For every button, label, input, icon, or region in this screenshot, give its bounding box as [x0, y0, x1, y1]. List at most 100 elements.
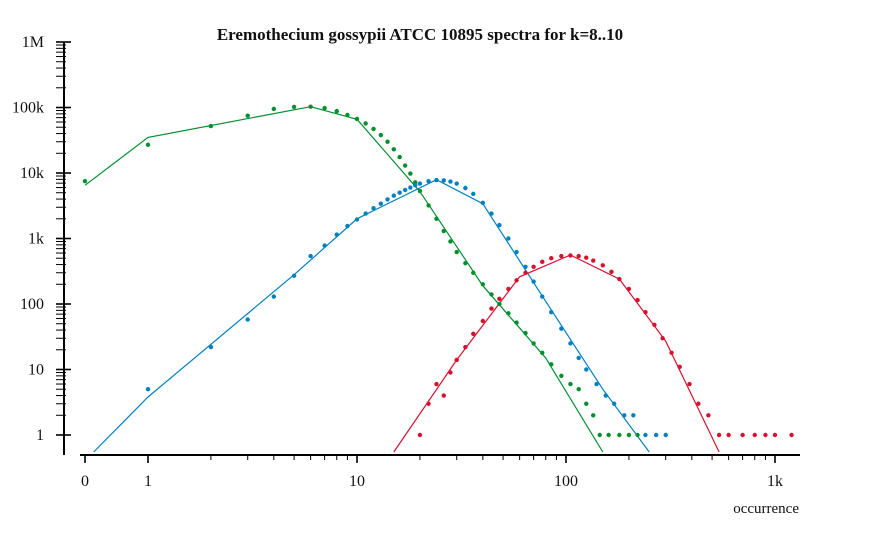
series-3-point — [716, 432, 722, 438]
series-1-fit-line — [84, 106, 604, 453]
series-1-point — [584, 401, 589, 406]
series-3-point — [514, 278, 519, 283]
series-3-point — [626, 286, 632, 292]
series-2-point — [145, 387, 151, 392]
series-3-point — [752, 432, 757, 438]
series-3-point — [763, 432, 768, 438]
series-2-point — [334, 232, 339, 237]
series-2-point — [345, 223, 350, 229]
series-3-point — [426, 401, 431, 406]
series-1-point — [82, 178, 88, 184]
series-3-point — [417, 432, 423, 438]
series-3-point — [506, 286, 511, 292]
series-3-point — [687, 381, 692, 387]
series-3-point — [540, 259, 545, 265]
series-3-point — [434, 381, 439, 387]
series-2-point — [397, 190, 402, 195]
series-1-point — [635, 432, 640, 438]
y-tick-label: 100k — [12, 100, 44, 117]
series-3-point — [617, 276, 622, 282]
series-3-point — [454, 357, 459, 363]
fit-lines — [84, 106, 720, 453]
series-2-point — [271, 294, 277, 299]
series-3-point — [726, 432, 731, 438]
y-tick-label: 10k — [20, 165, 44, 182]
axes: 1 10 100 1k 10k 100k 1M 0 1 10 100 1k — [12, 34, 800, 490]
series-3-point — [497, 296, 502, 302]
series-2-point — [540, 294, 545, 299]
y-tick-label: 1M — [22, 34, 44, 51]
series-1-point — [271, 106, 277, 112]
y-tick-label: 10 — [28, 362, 44, 379]
series-1-point — [471, 270, 476, 275]
series-3-point — [568, 253, 573, 258]
series-2-point — [245, 317, 250, 322]
series-2-point — [454, 181, 459, 186]
series-1-point — [523, 330, 528, 336]
series-1-point — [597, 432, 602, 438]
series-2-point — [622, 413, 627, 418]
series-3-point — [706, 413, 711, 418]
series-2-point — [594, 381, 599, 387]
series-3-point — [696, 401, 701, 406]
series-3-point — [609, 269, 614, 275]
series-2-point — [568, 341, 573, 346]
series-3-point — [669, 350, 674, 355]
series-2-point — [417, 181, 423, 186]
series-2-point — [489, 211, 494, 216]
series-1-point — [576, 387, 581, 392]
series-1-point — [506, 311, 511, 316]
series-2-point — [663, 432, 668, 438]
series-2-point — [448, 179, 453, 184]
series-2-point — [378, 201, 384, 206]
series-1-point — [549, 362, 554, 367]
series-3-point — [591, 258, 596, 263]
series-2-point — [653, 432, 659, 438]
series-1-point — [378, 132, 384, 138]
series-2-point — [643, 432, 648, 438]
series-2-point — [631, 413, 636, 418]
series-3-point — [559, 253, 564, 259]
series-1-point — [568, 381, 573, 387]
series-1-point — [371, 126, 376, 132]
series-1-point — [402, 163, 408, 168]
series-1-point — [391, 147, 397, 152]
series-2-point — [308, 253, 313, 259]
series-1-point — [363, 121, 368, 126]
series-2-point — [549, 309, 554, 315]
series-1-point — [514, 320, 519, 325]
series-3-point — [448, 370, 453, 375]
series-3-point — [600, 263, 606, 268]
series-2-point — [480, 200, 486, 206]
series-1-point — [497, 301, 502, 307]
series-1-point — [354, 116, 360, 122]
x-axis-label: occurrence — [733, 501, 799, 517]
series-2-point — [402, 187, 408, 193]
series-2-point — [559, 326, 564, 331]
series-1-point — [463, 260, 468, 266]
series-1-point — [489, 292, 494, 297]
x-tick-label: 1 — [144, 473, 152, 490]
series-1-point — [559, 373, 564, 379]
series-3-point — [652, 322, 657, 328]
series-3-point — [789, 432, 794, 438]
series-3-point — [660, 336, 665, 341]
series-1-point — [441, 228, 446, 234]
series-2-point — [426, 178, 431, 184]
x-tick-label: 1k — [767, 473, 783, 490]
series-1-point — [617, 432, 622, 438]
series-2-point — [576, 355, 581, 361]
series-2-point — [208, 344, 214, 350]
series-2-point — [391, 193, 397, 198]
series-2-fit-line — [93, 179, 650, 453]
series-1-point — [448, 239, 453, 244]
series-3-point — [523, 270, 528, 275]
series-2-point — [385, 197, 390, 202]
series-2-point — [291, 273, 297, 278]
y-tick-label: 1 — [36, 427, 44, 444]
y-tick-label: 100 — [20, 296, 44, 313]
series-2-point — [463, 185, 468, 191]
series-3-point — [480, 318, 486, 324]
